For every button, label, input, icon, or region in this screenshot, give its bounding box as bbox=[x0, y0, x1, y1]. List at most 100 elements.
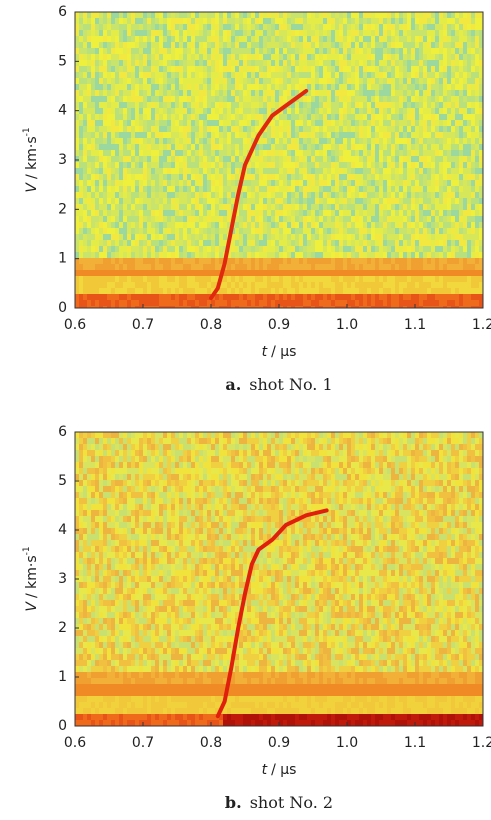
texture-cell bbox=[259, 156, 263, 162]
texture-cell bbox=[339, 90, 343, 96]
texture-cell bbox=[175, 48, 179, 54]
texture-cell bbox=[399, 204, 403, 210]
texture-cell bbox=[231, 258, 235, 264]
texture-cell bbox=[359, 204, 363, 210]
texture-cell bbox=[231, 300, 235, 306]
texture-cell bbox=[395, 18, 399, 24]
texture-cell bbox=[299, 156, 303, 162]
texture-cell bbox=[107, 138, 111, 144]
texture-cell bbox=[231, 288, 235, 294]
texture-cell bbox=[163, 144, 167, 150]
texture-cell bbox=[431, 300, 435, 306]
texture-cell bbox=[443, 288, 447, 294]
texture-cell bbox=[243, 186, 247, 192]
texture-cell bbox=[159, 240, 163, 246]
texture-cell bbox=[99, 204, 103, 210]
texture-cell bbox=[423, 294, 427, 300]
texture-cell bbox=[199, 294, 203, 300]
texture-cell bbox=[279, 84, 283, 90]
texture-cell bbox=[179, 252, 183, 258]
texture-cell bbox=[119, 12, 123, 18]
texture-cell bbox=[155, 36, 159, 42]
texture-cell bbox=[343, 270, 347, 276]
texture-cell bbox=[331, 120, 335, 126]
texture-cell bbox=[319, 264, 323, 270]
texture-cell bbox=[443, 150, 447, 156]
texture-cell bbox=[411, 174, 415, 180]
texture-cell bbox=[355, 156, 359, 162]
texture-cell bbox=[355, 96, 359, 102]
texture-cell bbox=[339, 84, 343, 90]
texture-cell bbox=[463, 210, 467, 216]
texture-cell bbox=[139, 12, 143, 18]
texture-cell bbox=[143, 174, 147, 180]
texture-cell bbox=[307, 252, 311, 258]
texture-cell bbox=[291, 120, 295, 126]
texture-cell bbox=[239, 66, 243, 72]
texture-cell bbox=[139, 276, 143, 282]
texture-cell bbox=[127, 150, 131, 156]
texture-cell bbox=[415, 288, 419, 294]
texture-cell bbox=[191, 60, 195, 66]
texture-cell bbox=[167, 204, 171, 210]
texture-cell bbox=[271, 54, 275, 60]
texture-cell bbox=[171, 138, 175, 144]
texture-cell bbox=[403, 72, 407, 78]
texture-cell bbox=[135, 204, 139, 210]
texture-cell bbox=[223, 126, 227, 132]
texture-cell bbox=[215, 108, 219, 114]
texture-cell bbox=[315, 162, 319, 168]
texture-cell bbox=[211, 264, 215, 270]
texture-cell bbox=[323, 192, 327, 198]
texture-cell bbox=[303, 288, 307, 294]
texture-cell bbox=[319, 78, 323, 84]
texture-cell bbox=[319, 294, 323, 300]
texture-cell bbox=[119, 84, 123, 90]
texture-cell bbox=[295, 132, 299, 138]
texture-cell bbox=[263, 78, 267, 84]
texture-cell bbox=[139, 180, 143, 186]
texture-cell bbox=[359, 276, 363, 282]
texture-cell bbox=[295, 144, 299, 150]
texture-cell bbox=[87, 42, 91, 48]
texture-cell bbox=[295, 252, 299, 258]
texture-cell bbox=[183, 126, 187, 132]
texture-cell bbox=[259, 174, 263, 180]
texture-cell bbox=[87, 204, 91, 210]
texture-cell bbox=[239, 144, 243, 150]
texture-cell bbox=[163, 96, 167, 102]
texture-cell bbox=[207, 264, 211, 270]
texture-cell bbox=[443, 48, 447, 54]
texture-cell bbox=[171, 78, 175, 84]
texture-cell bbox=[183, 264, 187, 270]
texture-cell bbox=[267, 180, 271, 186]
texture-cell bbox=[111, 186, 115, 192]
texture-cell bbox=[419, 54, 423, 60]
texture-cell bbox=[219, 300, 223, 306]
texture-cell bbox=[299, 132, 303, 138]
texture-cell bbox=[179, 270, 183, 276]
texture-cell bbox=[123, 210, 127, 216]
texture-cell bbox=[447, 174, 451, 180]
texture-cell bbox=[115, 24, 119, 30]
texture-cell bbox=[339, 132, 343, 138]
texture-cell bbox=[271, 162, 275, 168]
texture-cell bbox=[103, 96, 107, 102]
texture-cell bbox=[455, 288, 459, 294]
texture-cell bbox=[247, 72, 251, 78]
texture-cell bbox=[195, 222, 199, 228]
texture-cell bbox=[115, 252, 119, 258]
texture-cell bbox=[147, 150, 151, 156]
texture-cell bbox=[235, 174, 239, 180]
texture-cell bbox=[247, 270, 251, 276]
texture-cell bbox=[407, 288, 411, 294]
texture-cell bbox=[299, 234, 303, 240]
texture-cell bbox=[443, 234, 447, 240]
texture-cell bbox=[123, 66, 127, 72]
texture-cell bbox=[287, 216, 291, 222]
texture-cell bbox=[459, 246, 463, 252]
texture-cell bbox=[123, 132, 127, 138]
texture-cell bbox=[135, 246, 139, 252]
texture-cell bbox=[391, 150, 395, 156]
texture-cell bbox=[195, 30, 199, 36]
